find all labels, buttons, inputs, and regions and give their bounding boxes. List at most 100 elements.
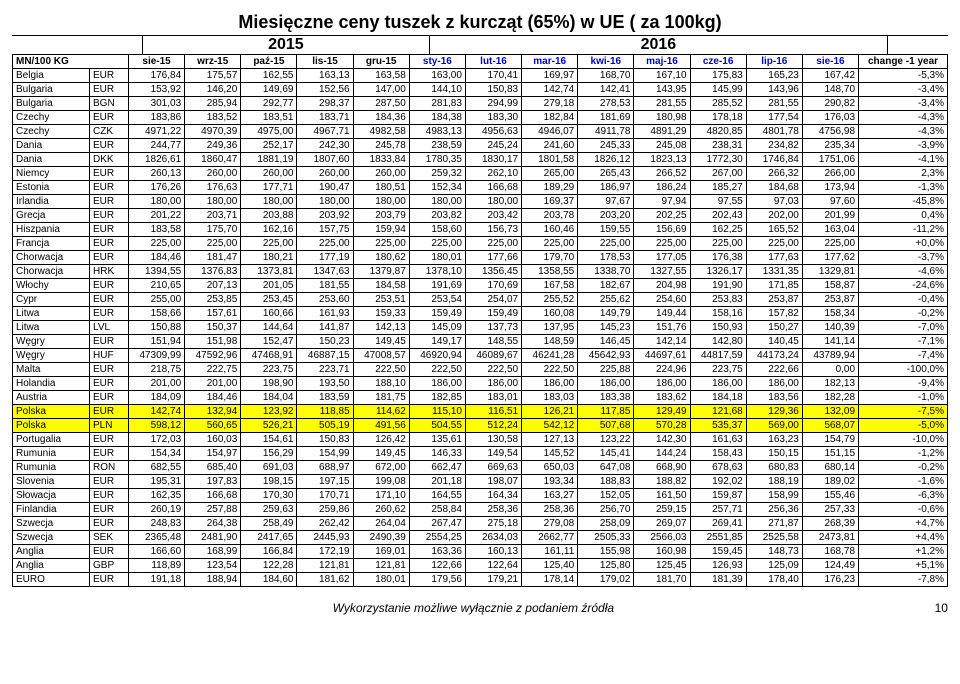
value-cell: 149,44 bbox=[634, 307, 690, 321]
value-cell: 182,67 bbox=[578, 279, 634, 293]
value-cell: 183,03 bbox=[522, 391, 578, 405]
country-cell: Bulgaria bbox=[13, 97, 90, 111]
value-cell: 1881,19 bbox=[241, 153, 297, 167]
value-cell: 2551,85 bbox=[690, 531, 746, 545]
value-cell: 149,79 bbox=[578, 307, 634, 321]
value-cell: 146,20 bbox=[185, 83, 241, 97]
value-cell: 137,73 bbox=[465, 321, 521, 335]
value-cell: 1826,61 bbox=[129, 153, 185, 167]
value-cell: 678,63 bbox=[690, 461, 746, 475]
value-cell: 180,00 bbox=[129, 195, 185, 209]
change-cell: -3,4% bbox=[859, 83, 948, 97]
value-cell: 1826,12 bbox=[578, 153, 634, 167]
value-cell: 178,14 bbox=[522, 573, 578, 587]
value-cell: 189,02 bbox=[802, 475, 858, 489]
value-cell: 203,42 bbox=[465, 209, 521, 223]
value-cell: 177,05 bbox=[634, 251, 690, 265]
value-cell: 512,24 bbox=[465, 419, 521, 433]
value-cell: 142,41 bbox=[578, 83, 634, 97]
value-cell: 1378,10 bbox=[409, 265, 465, 279]
value-cell: 253,87 bbox=[746, 293, 802, 307]
month-header: sie-16 bbox=[802, 55, 858, 69]
country-cell: Szwecja bbox=[13, 531, 90, 545]
table-row: RumuniaRON682,55685,40691,03688,97672,00… bbox=[13, 461, 948, 475]
value-cell: 46089,67 bbox=[465, 349, 521, 363]
value-cell: 163,23 bbox=[746, 433, 802, 447]
currency-cell: EUR bbox=[90, 237, 129, 251]
value-cell: 688,97 bbox=[297, 461, 353, 475]
value-cell: 97,55 bbox=[690, 195, 746, 209]
value-cell: 186,00 bbox=[634, 377, 690, 391]
change-cell: -0,6% bbox=[859, 503, 948, 517]
value-cell: 259,15 bbox=[634, 503, 690, 517]
country-cell: Chorwacja bbox=[13, 251, 90, 265]
value-cell: 130,58 bbox=[465, 433, 521, 447]
value-cell: 157,75 bbox=[297, 223, 353, 237]
value-cell: 156,69 bbox=[634, 223, 690, 237]
value-cell: 4801,78 bbox=[746, 125, 802, 139]
country-cell: EURO bbox=[13, 573, 90, 587]
value-cell: 44173,24 bbox=[746, 349, 802, 363]
value-cell: 0,00 bbox=[802, 363, 858, 377]
value-cell: 198,07 bbox=[465, 475, 521, 489]
value-cell: 225,00 bbox=[241, 237, 297, 251]
value-cell: 222,50 bbox=[409, 363, 465, 377]
value-cell: 182,84 bbox=[522, 111, 578, 125]
value-cell: 148,73 bbox=[746, 545, 802, 559]
value-cell: 156,73 bbox=[465, 223, 521, 237]
value-cell: 225,00 bbox=[409, 237, 465, 251]
value-cell: 225,00 bbox=[802, 237, 858, 251]
value-cell: 135,61 bbox=[409, 433, 465, 447]
value-cell: 168,78 bbox=[802, 545, 858, 559]
value-cell: 132,09 bbox=[802, 405, 858, 419]
value-cell: 568,07 bbox=[802, 419, 858, 433]
month-header: lut-16 bbox=[465, 55, 521, 69]
value-cell: 264,04 bbox=[353, 517, 409, 531]
value-cell: 1356,45 bbox=[465, 265, 521, 279]
value-cell: 4971,22 bbox=[129, 125, 185, 139]
value-cell: 144,24 bbox=[634, 447, 690, 461]
price-table: MN/100 KGsie-15wrz-15paź-15lis-15gru-15s… bbox=[12, 54, 948, 587]
value-cell: 225,00 bbox=[353, 237, 409, 251]
value-cell: 142,74 bbox=[129, 405, 185, 419]
value-cell: 201,99 bbox=[802, 209, 858, 223]
value-cell: 178,18 bbox=[690, 111, 746, 125]
currency-cell: EUR bbox=[90, 405, 129, 419]
value-cell: 223,75 bbox=[690, 363, 746, 377]
table-row: RumuniaEUR154,34154,97156,29154,99149,45… bbox=[13, 447, 948, 461]
value-cell: 183,86 bbox=[129, 111, 185, 125]
value-cell: 148,70 bbox=[802, 83, 858, 97]
value-cell: 177,63 bbox=[746, 251, 802, 265]
change-cell: -1,3% bbox=[859, 181, 948, 195]
value-cell: 158,66 bbox=[129, 307, 185, 321]
currency-cell: EUR bbox=[90, 433, 129, 447]
month-header: cze-16 bbox=[690, 55, 746, 69]
value-cell: 114,62 bbox=[353, 405, 409, 419]
table-row: MaltaEUR218,75222,75223,75223,71222,5022… bbox=[13, 363, 948, 377]
month-header: gru-15 bbox=[353, 55, 409, 69]
value-cell: 189,29 bbox=[522, 181, 578, 195]
value-cell: 170,71 bbox=[297, 489, 353, 503]
value-cell: 2365,48 bbox=[129, 531, 185, 545]
value-cell: 235,34 bbox=[802, 139, 858, 153]
value-cell: 122,66 bbox=[409, 559, 465, 573]
country-cell: Portugalia bbox=[13, 433, 90, 447]
value-cell: 1394,55 bbox=[129, 265, 185, 279]
country-cell: Anglia bbox=[13, 545, 90, 559]
value-cell: 159,33 bbox=[353, 307, 409, 321]
value-cell: 1830,17 bbox=[465, 153, 521, 167]
value-cell: 149,54 bbox=[465, 447, 521, 461]
value-cell: 203,82 bbox=[409, 209, 465, 223]
value-cell: 4956,63 bbox=[465, 125, 521, 139]
value-cell: 118,89 bbox=[129, 559, 185, 573]
currency-cell: LVL bbox=[90, 321, 129, 335]
value-cell: 1331,35 bbox=[746, 265, 802, 279]
value-cell: 159,49 bbox=[409, 307, 465, 321]
value-cell: 2566,03 bbox=[634, 531, 690, 545]
value-cell: 4946,07 bbox=[522, 125, 578, 139]
value-cell: 163,58 bbox=[353, 69, 409, 83]
value-cell: 180,01 bbox=[409, 251, 465, 265]
value-cell: 193,34 bbox=[522, 475, 578, 489]
value-cell: 294,99 bbox=[465, 97, 521, 111]
value-cell: 125,09 bbox=[746, 559, 802, 573]
